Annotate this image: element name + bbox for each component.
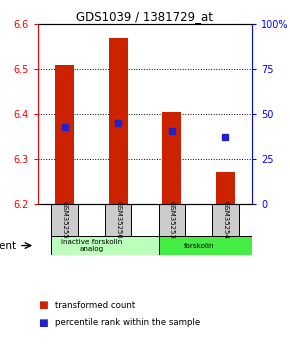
Bar (51, 204, 78, 236)
Text: agent: agent (0, 240, 16, 250)
Text: GSM35256: GSM35256 (115, 201, 121, 239)
Text: GSM35254: GSM35254 (222, 201, 229, 239)
Bar (159, 236, 290, 255)
Bar (162, 112, 181, 204)
Bar (51, 236, 185, 255)
Text: forskolin: forskolin (183, 243, 214, 248)
Text: GSM35253: GSM35253 (169, 201, 175, 239)
Text: inactive forskolin
analog: inactive forskolin analog (61, 239, 122, 252)
Title: GDS1039 / 1381729_at: GDS1039 / 1381729_at (77, 10, 213, 23)
Bar (159, 204, 185, 236)
Text: ■: ■ (38, 318, 48, 327)
Bar (212, 204, 239, 236)
Text: percentile rank within the sample: percentile rank within the sample (55, 318, 200, 327)
Text: transformed count: transformed count (55, 301, 135, 310)
Bar (109, 38, 128, 204)
Bar (55, 65, 74, 204)
Bar (105, 204, 131, 236)
Text: ■: ■ (38, 300, 48, 310)
Bar (216, 172, 235, 204)
Text: GSM35255: GSM35255 (61, 201, 68, 239)
